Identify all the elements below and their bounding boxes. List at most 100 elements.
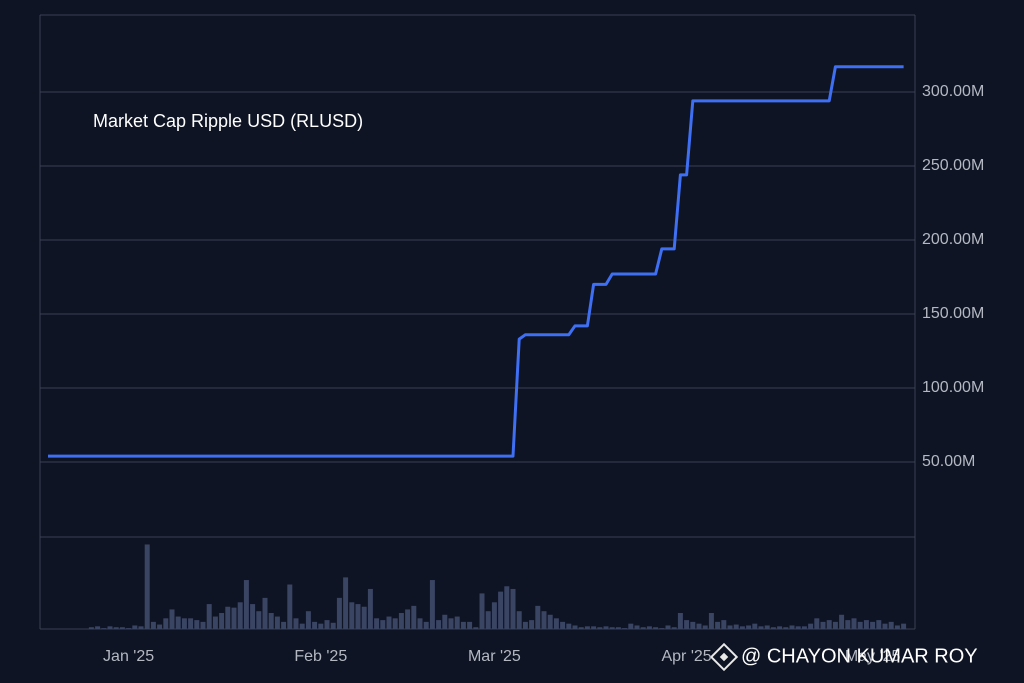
volume-bar (566, 623, 572, 629)
volume-bar (491, 602, 497, 629)
volume-bar (646, 626, 652, 629)
volume-bar (398, 612, 404, 629)
volume-bar (126, 628, 132, 629)
x-tick-label: Apr '25 (661, 648, 711, 665)
volume-bar (516, 611, 522, 629)
volume-bar (839, 614, 845, 629)
volume-bar (473, 627, 479, 629)
volume-bar (609, 627, 615, 629)
volume-bar (615, 627, 621, 629)
volume-bar (206, 604, 212, 629)
volume-bar (88, 627, 94, 629)
volume-bar (305, 611, 311, 629)
volume-bar (138, 626, 144, 629)
volume-bar (659, 628, 665, 629)
y-tick-label: 150.00M (922, 305, 984, 322)
volume-bar (380, 620, 386, 629)
volume-bar (405, 609, 411, 629)
volume-bar (467, 621, 473, 629)
volume-bar (653, 627, 659, 629)
y-tick-label: 250.00M (922, 157, 984, 174)
volume-bar (863, 620, 869, 629)
volume-bar (504, 586, 510, 629)
volume-bar (448, 618, 454, 629)
volume-bar (888, 621, 894, 629)
volume-bar (256, 611, 262, 629)
volume-bar (553, 618, 559, 629)
volume-bar (231, 607, 237, 629)
volume-bar (690, 621, 696, 629)
volume-bar (243, 580, 249, 629)
volume-bar (250, 604, 256, 629)
volume-bar (374, 618, 380, 629)
volume-bar (485, 611, 491, 629)
volume-bar (684, 620, 690, 629)
watermark: @ CHAYON KUMAR ROY (741, 645, 978, 667)
volume-bar (560, 621, 566, 629)
volume-bar (522, 621, 528, 629)
volume-bar (163, 618, 169, 629)
volume-bar (764, 625, 770, 629)
volume-bar (677, 612, 683, 629)
volume-bar (386, 616, 392, 629)
volume-bar (702, 625, 708, 629)
volume-bar (529, 620, 535, 629)
volume-bar (578, 627, 584, 629)
volume-bar (876, 620, 882, 629)
volume-bar (789, 625, 795, 629)
volume-bar (113, 627, 119, 629)
volume-bar (752, 623, 758, 629)
volume-bar (219, 612, 225, 629)
volume-bar (634, 625, 640, 629)
volume-bar (144, 544, 150, 629)
volume-bar (665, 625, 671, 629)
volume-bar (157, 624, 163, 629)
volume-bar (442, 614, 448, 629)
volume-bar (770, 627, 776, 629)
volume-bar (591, 626, 597, 629)
volume-bar (200, 621, 206, 629)
volume-bar (454, 616, 460, 629)
volume-bar (225, 606, 231, 629)
volume-bar (336, 597, 342, 629)
volume-bar (814, 618, 820, 629)
volume-bar (733, 624, 739, 629)
volume-bar (541, 611, 547, 629)
volume-bar (132, 625, 138, 629)
y-tick-label: 100.00M (922, 379, 984, 396)
volume-bar (671, 627, 677, 629)
volume-bar (727, 625, 733, 629)
volume-bar (274, 616, 280, 629)
volume-bar (175, 616, 181, 629)
volume-bar (826, 620, 832, 629)
volume-bar (417, 618, 423, 629)
volume-bar (851, 618, 857, 629)
volume-bar (777, 626, 783, 629)
volume-bar (411, 605, 417, 629)
volume-bar (181, 618, 187, 629)
volume-bar (330, 622, 336, 629)
volume-bar (547, 614, 553, 629)
volume-bar (758, 626, 764, 629)
volume-bar (429, 580, 435, 629)
y-tick-label: 300.00M (922, 83, 984, 100)
volume-bar (715, 621, 721, 629)
volume-bar (857, 621, 863, 629)
volume-bar (640, 627, 646, 629)
volume-bar (696, 623, 702, 629)
x-tick-label: Mar '25 (468, 648, 521, 665)
volume-bar (423, 621, 429, 629)
x-tick-label: Jan '25 (103, 648, 154, 665)
volume-bar (721, 620, 727, 629)
volume-bar (603, 626, 609, 629)
volume-bar (324, 620, 330, 629)
volume-bar (262, 597, 268, 629)
volume-bar (367, 588, 373, 629)
volume-bar (708, 612, 714, 629)
volume-bar (107, 626, 113, 629)
volume-bar (845, 620, 851, 629)
volume-bar (343, 577, 349, 629)
volume-bar (746, 625, 752, 629)
volume-bar (392, 618, 398, 629)
